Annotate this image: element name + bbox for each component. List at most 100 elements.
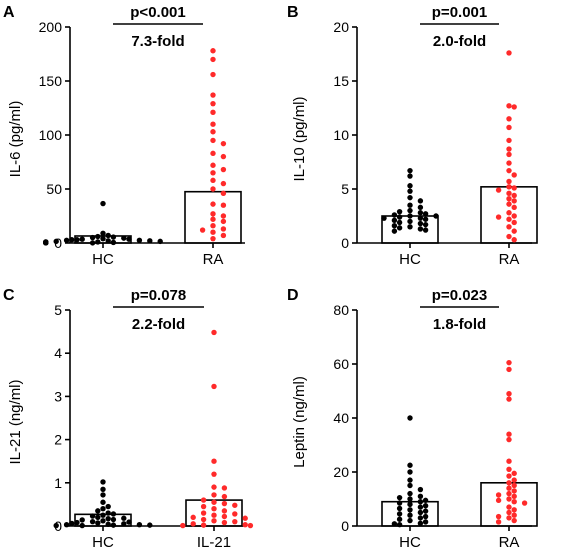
data-point <box>200 516 207 523</box>
y-axis-title: IL-10 (pg/ml) <box>291 96 308 181</box>
data-point <box>105 510 111 516</box>
data-point <box>89 240 96 246</box>
data-point <box>511 237 517 243</box>
data-point <box>200 497 207 503</box>
data-point <box>511 104 517 110</box>
data-point <box>69 237 75 243</box>
y-tick-label: 20 <box>333 19 349 35</box>
y-tick-label: 200 <box>39 19 63 35</box>
y-tick-label: 5 <box>341 181 349 197</box>
data-point <box>121 235 127 241</box>
data-point <box>495 513 502 520</box>
data-point <box>211 484 217 490</box>
data-point <box>100 235 106 242</box>
data-point <box>210 235 216 242</box>
data-point <box>220 218 227 225</box>
data-point <box>95 233 101 240</box>
data-point <box>147 238 153 244</box>
data-point <box>136 237 143 243</box>
p-value-label: p=0.023 <box>432 287 487 304</box>
data-point <box>105 238 111 244</box>
data-point <box>422 508 429 514</box>
data-point <box>506 201 512 207</box>
data-point <box>100 200 106 207</box>
data-point <box>506 216 512 222</box>
data-point <box>210 92 216 98</box>
data-point <box>100 506 106 512</box>
data-point <box>79 522 85 529</box>
panel-d: D 0 20 40 60 80 Leptin (ng/ml) HC RA p=0.023 1.8-f… <box>287 287 538 551</box>
data-point <box>511 228 517 234</box>
data-point <box>506 473 512 479</box>
y-tick-label: 100 <box>39 127 63 143</box>
data-point <box>511 482 517 489</box>
data-point <box>506 233 512 240</box>
data-point <box>407 415 413 421</box>
data-point <box>110 516 117 523</box>
data-point <box>105 503 111 510</box>
data-point <box>422 221 429 228</box>
x-tick-label: HC <box>92 251 114 268</box>
data-point <box>417 504 424 510</box>
data-point <box>506 496 512 502</box>
data-point <box>407 188 413 194</box>
data-point <box>506 431 512 437</box>
data-point <box>89 234 96 241</box>
data-point <box>211 506 217 512</box>
data-point <box>391 223 398 229</box>
data-point <box>511 172 517 178</box>
y-tick-label: 20 <box>333 464 349 480</box>
data-point <box>220 202 227 208</box>
data-point <box>407 517 413 524</box>
data-point <box>511 219 517 226</box>
data-point <box>105 515 111 522</box>
data-point <box>506 485 512 491</box>
data-point <box>210 48 216 54</box>
data-point <box>417 215 424 221</box>
data-point <box>506 137 512 144</box>
data-point <box>221 485 228 491</box>
data-point <box>506 124 512 131</box>
y-tick-label: 150 <box>39 73 63 89</box>
data-point <box>396 500 403 506</box>
data-point <box>506 504 512 510</box>
data-point <box>506 50 512 56</box>
panel-label-b: B <box>287 4 299 21</box>
data-point <box>210 177 216 184</box>
data-point <box>511 512 517 518</box>
data-point <box>511 198 517 204</box>
data-point <box>407 477 413 483</box>
data-point <box>221 519 228 526</box>
data-point <box>110 522 117 528</box>
data-point <box>396 208 403 215</box>
data-point <box>220 232 227 239</box>
data-point <box>506 224 512 230</box>
data-point <box>511 499 517 505</box>
data-point <box>221 513 228 520</box>
data-point <box>396 516 403 522</box>
data-point <box>242 515 248 521</box>
y-axis-title: Leptin (ng/ml) <box>291 376 308 468</box>
data-point <box>381 215 387 221</box>
data-point <box>211 458 217 464</box>
data-point <box>407 218 413 225</box>
x-tick-label: RA <box>499 534 520 551</box>
data-point <box>210 71 216 78</box>
data-point <box>495 187 502 193</box>
y-tick-label: 5 <box>54 302 62 318</box>
data-point <box>506 103 512 109</box>
data-point <box>63 237 70 243</box>
data-point <box>100 479 106 485</box>
data-point <box>74 237 80 243</box>
data-point <box>506 196 512 202</box>
y-tick-label: 0 <box>341 235 349 251</box>
data-point <box>220 213 227 219</box>
data-point <box>495 519 502 525</box>
data-point <box>232 502 238 508</box>
data-point <box>407 194 413 201</box>
panel-b: B 0 5 10 15 20 IL-10 (pg/ml) HC RA p=0.001 2.0-fol… <box>287 4 538 268</box>
data-point <box>407 167 413 174</box>
data-point <box>407 469 413 475</box>
data-point <box>506 466 512 472</box>
